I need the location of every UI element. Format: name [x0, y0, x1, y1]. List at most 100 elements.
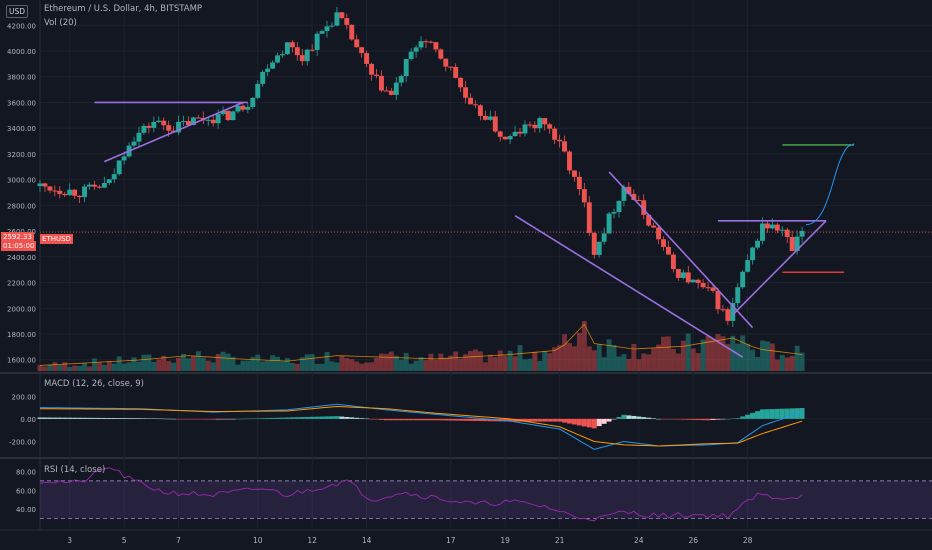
candle-body	[190, 117, 196, 126]
volume-bar	[418, 357, 424, 371]
macd-histogram-bar	[354, 417, 360, 419]
candle-body	[329, 25, 335, 27]
volume-bar	[284, 358, 290, 371]
macd-histogram-bar	[532, 418, 538, 422]
volume-bar	[250, 356, 256, 371]
volume-bar	[527, 358, 533, 371]
macd-histogram-bar	[299, 417, 305, 419]
macd-histogram-bar	[304, 416, 310, 419]
volume-bar	[428, 353, 434, 371]
volume-bar	[309, 354, 315, 371]
candle-body	[344, 18, 350, 25]
macd-tick-label: 0.00	[20, 416, 36, 424]
macd-histogram-bar	[784, 408, 790, 419]
volume-bar	[571, 346, 577, 371]
volume-bar	[314, 363, 320, 371]
candle-body	[710, 287, 716, 291]
volume-bar	[111, 363, 117, 371]
time-tick-label: 7	[176, 536, 181, 545]
volume-bar	[374, 358, 379, 371]
volume-bar	[304, 354, 310, 371]
macd-histogram-bar	[121, 418, 127, 419]
macd-histogram-bar	[111, 418, 117, 419]
macd-histogram-bar	[571, 418, 577, 425]
macd-histogram-bar	[774, 408, 780, 419]
macd-histogram-bar	[314, 416, 320, 419]
macd-histogram-bar	[398, 418, 404, 421]
candle-body	[304, 49, 310, 62]
candle-body	[794, 236, 800, 251]
volume-bar	[82, 363, 87, 371]
volume-bar	[245, 360, 251, 371]
candle-body	[764, 223, 770, 229]
volume-bar	[72, 365, 78, 371]
macd-histogram-bar	[720, 418, 726, 420]
volume-bar	[586, 346, 592, 371]
macd-histogram-bar	[294, 417, 300, 419]
candle-body	[52, 190, 58, 192]
macd-histogram-bar	[769, 409, 775, 419]
macd-histogram-bar	[586, 418, 592, 428]
macd-histogram-bar	[161, 418, 167, 420]
candle-body	[507, 136, 513, 140]
candle-body	[166, 125, 172, 131]
macd-histogram-bar	[725, 418, 731, 420]
volume-bar	[789, 355, 795, 371]
candle-body	[774, 224, 780, 231]
volume-bar	[166, 361, 172, 371]
volume-bar	[349, 359, 355, 371]
macd-histogram-bar	[131, 418, 137, 419]
volume-bar	[636, 359, 642, 371]
candle-body	[428, 41, 434, 43]
volume-bar	[745, 343, 751, 371]
volume-bar	[57, 364, 63, 371]
volume-bar	[438, 353, 444, 371]
volume-bar	[591, 350, 597, 371]
volume-bar	[641, 353, 647, 371]
currency-badge[interactable]: USD	[6, 5, 29, 18]
volume-bar	[383, 353, 389, 371]
macd-histogram-bar	[764, 409, 770, 419]
volume-bar	[443, 358, 449, 371]
macd-histogram-bar	[344, 416, 350, 419]
macd-histogram-bar	[755, 411, 761, 419]
macd-legend[interactable]: MACD (12, 26, close, 9)	[44, 379, 144, 389]
candle-body	[240, 105, 246, 110]
volume-bar	[710, 338, 716, 371]
volume-bar	[700, 339, 706, 371]
macd-histogram-bar	[156, 418, 162, 420]
candle-body	[245, 106, 251, 110]
volume-bar	[522, 359, 528, 371]
volume-bar	[260, 361, 266, 371]
projection-curve	[806, 143, 855, 226]
volume-bar	[735, 343, 741, 371]
volume-legend[interactable]: Vol (20)	[44, 18, 77, 28]
candle-body	[265, 68, 271, 72]
macd-histogram-bar	[289, 417, 295, 419]
macd-histogram-bar	[245, 418, 251, 420]
candle-body	[636, 200, 642, 202]
rsi-legend[interactable]: RSI (14, close)	[44, 465, 106, 475]
candle-body	[423, 41, 429, 43]
candle-body	[205, 119, 211, 121]
candle-body	[799, 230, 805, 237]
candle-body	[666, 246, 671, 255]
candle-body	[349, 24, 355, 40]
time-tick-label: 26	[688, 536, 698, 545]
macd-histogram-bar	[527, 418, 533, 422]
volume-bar	[433, 359, 439, 371]
candle-body	[616, 200, 622, 213]
volume-bar	[720, 336, 726, 371]
candle-body	[468, 97, 473, 105]
candle-body	[557, 139, 563, 142]
candle-body	[255, 83, 261, 98]
candle-body	[670, 254, 676, 270]
macd-histogram-bar	[250, 418, 256, 419]
price-tick-label: 3000.00	[7, 177, 36, 185]
macd-histogram-bar	[418, 418, 424, 421]
volume-bar	[502, 355, 508, 371]
candle-body	[680, 272, 686, 278]
macd-histogram-bar	[690, 418, 696, 420]
volume-bar	[656, 344, 662, 371]
